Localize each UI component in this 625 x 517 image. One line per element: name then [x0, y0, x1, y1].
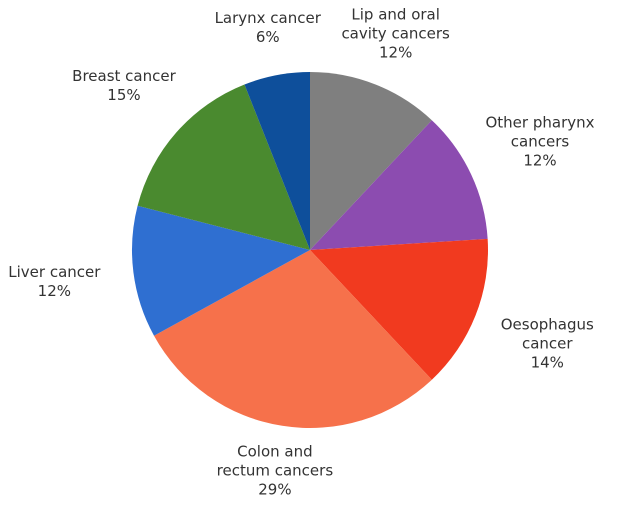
value-label: 15%: [107, 85, 141, 104]
category-name: Other pharynx cancers: [485, 113, 595, 151]
pie-slice: [154, 250, 432, 429]
category-name: Lip and oral cavity cancers: [341, 5, 450, 43]
slice-label: Lip and oral cavity cancers 12%: [331, 5, 461, 62]
value-label: 12%: [37, 282, 72, 301]
value-label: 6%: [255, 28, 280, 47]
slice-label: Breast cancer 15%: [59, 67, 189, 105]
category-name: Larynx cancer: [214, 9, 321, 28]
category-name: Oesophagus cancer: [500, 315, 594, 353]
value-label: 14%: [530, 353, 564, 372]
pie-slice: [132, 205, 310, 336]
pie-slice: [310, 120, 488, 250]
slice-label: Liver cancer 12%: [0, 263, 119, 301]
slice-label: Oesophagus cancer 14%: [482, 315, 612, 372]
slice-label: Larynx cancer 6%: [203, 9, 333, 47]
slice-label: Colon and rectum cancers 29%: [210, 443, 340, 500]
pie-slice: [137, 84, 310, 250]
pie-slice: [310, 238, 488, 380]
slice-label: Other pharynx cancers 12%: [475, 113, 605, 170]
category-name: Colon and rectum cancers: [216, 442, 334, 480]
value-label: 29%: [258, 480, 292, 499]
value-label: 12%: [378, 43, 413, 62]
pie-slice: [310, 72, 432, 250]
category-name: Liver cancer: [8, 263, 101, 282]
category-name: Breast cancer: [72, 66, 176, 85]
value-label: 12%: [523, 151, 557, 170]
pie-slice: [244, 72, 310, 250]
